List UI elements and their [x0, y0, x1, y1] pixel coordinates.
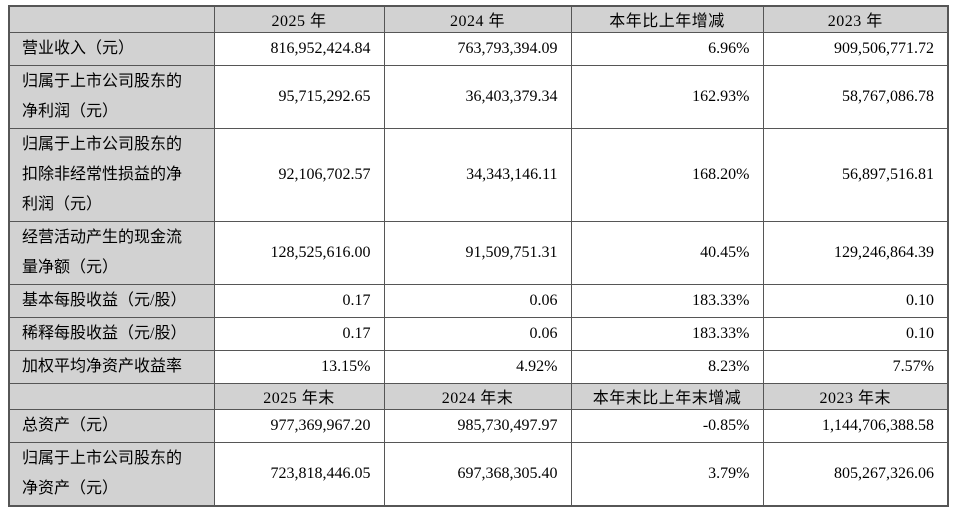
cell-2023: 7.57% [762, 349, 949, 384]
cell-2024: 0.06 [383, 316, 572, 351]
table-row-diluted-eps: 稀释每股收益（元/股） 0.17 0.06 183.33% 0.10 [8, 316, 949, 351]
financial-summary-table: 2025 年 2024 年 本年比上年增减 2023 年 营业收入（元） 816… [8, 5, 949, 507]
column-header-2023: 2023 年 [762, 5, 949, 33]
cell-2023: 1,144,706,388.58 [762, 408, 949, 443]
cell-change: 3.79% [570, 441, 764, 507]
cell-change: 183.33% [570, 283, 764, 318]
cell-2025: 13.15% [213, 349, 385, 384]
blank-header-cell [8, 5, 215, 33]
cell-change: 168.20% [570, 127, 764, 222]
cell-2025: 977,369,967.20 [213, 408, 385, 443]
row-label: 经营活动产生的现金流量净额（元） [8, 220, 215, 285]
row-label: 加权平均净资产收益率 [8, 349, 215, 384]
cell-2025: 95,715,292.65 [213, 64, 385, 129]
column-header-2025-end: 2025 年末 [213, 382, 385, 410]
table-row-net-profit-excl-nonrecurring: 归属于上市公司股东的扣除非经常性损益的净利润（元） 92,106,702.57 … [8, 127, 949, 222]
cell-2023: 805,267,326.06 [762, 441, 949, 507]
cell-change: -0.85% [570, 408, 764, 443]
cell-change: 6.96% [570, 31, 764, 66]
table-row-operating-cash-flow: 经营活动产生的现金流量净额（元） 128,525,616.00 91,509,7… [8, 220, 949, 285]
row-label: 归属于上市公司股东的净资产（元） [8, 441, 215, 507]
column-header-end-change: 本年末比上年末增减 [570, 382, 764, 410]
table-row-weighted-avg-roe: 加权平均净资产收益率 13.15% 4.92% 8.23% 7.57% [8, 349, 949, 384]
cell-2023: 56,897,516.81 [762, 127, 949, 222]
cell-2025: 92,106,702.57 [213, 127, 385, 222]
cell-2023: 0.10 [762, 283, 949, 318]
cell-2024: 91,509,751.31 [383, 220, 572, 285]
cell-2024: 34,343,146.11 [383, 127, 572, 222]
table-row-net-assets: 归属于上市公司股东的净资产（元） 723,818,446.05 697,368,… [8, 441, 949, 507]
table-row-total-assets: 总资产（元） 977,369,967.20 985,730,497.97 -0.… [8, 408, 949, 443]
cell-change: 162.93% [570, 64, 764, 129]
annual-header-row: 2025 年 2024 年 本年比上年增减 2023 年 [8, 5, 949, 33]
cell-2024: 985,730,497.97 [383, 408, 572, 443]
table-row-basic-eps: 基本每股收益（元/股） 0.17 0.06 183.33% 0.10 [8, 283, 949, 318]
column-header-2023-end: 2023 年末 [762, 382, 949, 410]
row-label: 营业收入（元） [8, 31, 215, 66]
cell-2025: 0.17 [213, 316, 385, 351]
cell-2024: 36,403,379.34 [383, 64, 572, 129]
table-row-revenue: 营业收入（元） 816,952,424.84 763,793,394.09 6.… [8, 31, 949, 66]
row-label: 归属于上市公司股东的净利润（元） [8, 64, 215, 129]
cell-2024: 4.92% [383, 349, 572, 384]
column-header-2025: 2025 年 [213, 5, 385, 33]
row-label: 总资产（元） [8, 408, 215, 443]
table-row-net-profit: 归属于上市公司股东的净利润（元） 95,715,292.65 36,403,37… [8, 64, 949, 129]
cell-2023: 58,767,086.78 [762, 64, 949, 129]
column-header-2024: 2024 年 [383, 5, 572, 33]
period-end-header-row: 2025 年末 2024 年末 本年末比上年末增减 2023 年末 [8, 382, 949, 410]
cell-2024: 0.06 [383, 283, 572, 318]
cell-2024: 763,793,394.09 [383, 31, 572, 66]
cell-change: 183.33% [570, 316, 764, 351]
blank-header-cell [8, 382, 215, 410]
cell-2025: 816,952,424.84 [213, 31, 385, 66]
column-header-change: 本年比上年增减 [570, 5, 764, 33]
cell-2025: 723,818,446.05 [213, 441, 385, 507]
cell-2023: 909,506,771.72 [762, 31, 949, 66]
cell-2023: 0.10 [762, 316, 949, 351]
row-label: 归属于上市公司股东的扣除非经常性损益的净利润（元） [8, 127, 215, 222]
cell-2023: 129,246,864.39 [762, 220, 949, 285]
cell-change: 8.23% [570, 349, 764, 384]
cell-2025: 128,525,616.00 [213, 220, 385, 285]
cell-2024: 697,368,305.40 [383, 441, 572, 507]
row-label: 基本每股收益（元/股） [8, 283, 215, 318]
cell-change: 40.45% [570, 220, 764, 285]
row-label: 稀释每股收益（元/股） [8, 316, 215, 351]
cell-2025: 0.17 [213, 283, 385, 318]
column-header-2024-end: 2024 年末 [383, 382, 572, 410]
